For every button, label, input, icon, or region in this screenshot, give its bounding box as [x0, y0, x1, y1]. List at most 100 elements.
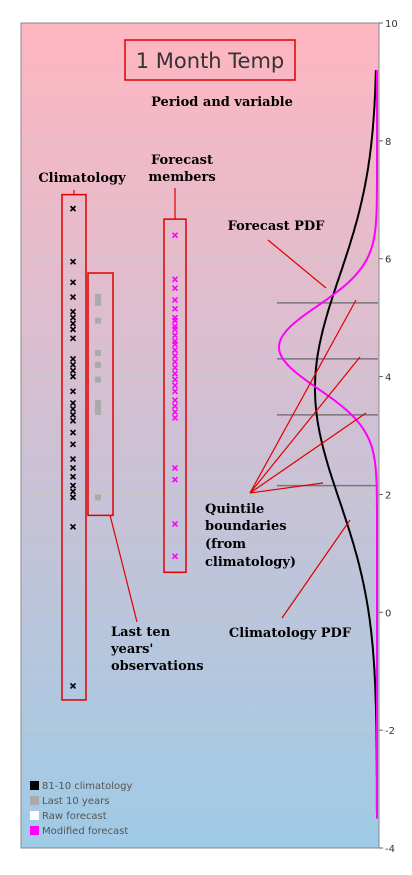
y-axis: -4 -2 0 2 4 6 8 10: [379, 19, 398, 855]
legend-swatch: [30, 811, 39, 820]
legend: 81-10 climatology Last 10 years Raw foreca…: [30, 781, 132, 837]
climatology-point: [69, 429, 77, 436]
point-stroke: [171, 402, 179, 410]
point-stroke: [69, 482, 77, 489]
last-ten-years-point: [95, 317, 101, 324]
climatology-point: [69, 441, 77, 448]
climatology-point: [69, 405, 77, 413]
point-stroke: [171, 476, 179, 483]
forecast-member-point: [171, 553, 179, 560]
forecast-member-point: [171, 317, 179, 324]
y-tick-label: -2: [385, 726, 395, 737]
grid-lines: [21, 140, 379, 731]
forecast-member-point: [171, 305, 179, 312]
climatology-annotation: Climatology: [38, 171, 126, 186]
last-ten-years-point: [95, 350, 101, 356]
climatology-point: [69, 293, 77, 301]
quintile-pointer: [249, 482, 324, 494]
point-stroke: [69, 335, 77, 342]
climatology-point: [69, 308, 77, 315]
climatology-point: [69, 417, 77, 424]
plot-frame: [20, 22, 380, 849]
point-stroke: [171, 232, 179, 239]
climatology-point: [69, 314, 77, 321]
climatology-point: [69, 488, 77, 495]
climatology-point: [69, 388, 77, 395]
point-stroke: [171, 397, 179, 404]
point-stroke: [69, 314, 77, 321]
point-stroke: [69, 682, 77, 690]
point-stroke: [69, 400, 77, 407]
point-stroke: [171, 332, 179, 339]
forecast-pdf-pointer: [267, 239, 327, 289]
climatology-pdf-curve: [314, 70, 378, 819]
y-tick-label: 6: [385, 255, 391, 266]
point-stroke: [171, 414, 179, 421]
y-tick-label: -4: [385, 844, 395, 855]
point-stroke: [69, 388, 77, 395]
climatology-point: [69, 335, 77, 342]
data-points: [69, 205, 179, 690]
point-stroke: [69, 441, 77, 448]
point-stroke: [171, 464, 179, 471]
y-tick-label: 2: [385, 490, 391, 501]
point-stroke: [69, 361, 77, 368]
last-ten-years-point: [95, 299, 101, 306]
last-ten-years-point: [95, 294, 101, 301]
point-stroke: [171, 364, 179, 371]
last-ten-annotation-line1: Last ten: [111, 625, 171, 640]
plot-background: [21, 23, 379, 848]
quintile-pointer: [249, 299, 357, 494]
last-ten-years-point: [95, 361, 101, 368]
point-stroke: [171, 341, 179, 348]
forecast-pdf-annotation: Forecast PDF: [228, 219, 326, 234]
y-tick-label: 10: [385, 19, 398, 30]
point-stroke: [171, 376, 179, 383]
point-stroke: [171, 285, 179, 292]
point-stroke: [171, 317, 179, 324]
legend-entry: Modified forecast: [42, 826, 128, 837]
point-stroke: [69, 293, 77, 301]
forecast-member-point: [171, 370, 179, 377]
last-ten-pointer: [109, 514, 138, 623]
point-stroke: [69, 326, 77, 333]
chart-title: 1 Month Temp: [136, 49, 285, 73]
point-stroke: [69, 429, 77, 436]
quintile-annotation-line1: Quintile: [205, 502, 264, 517]
point-stroke: [69, 523, 77, 530]
climatology-point: [69, 473, 77, 480]
forecast-member-point: [171, 296, 179, 304]
forecast-member-point: [171, 414, 179, 421]
last-ten-years-point: [95, 408, 101, 415]
point-stroke: [69, 320, 77, 327]
quintile-annotation-line4: climatology): [205, 555, 296, 570]
climatology-point: [69, 361, 77, 368]
climatology-point: [69, 326, 77, 333]
forecast-member-point: [171, 382, 179, 389]
climatology-point: [69, 355, 77, 362]
y-tick-label: 8: [385, 137, 391, 148]
point-stroke: [171, 408, 179, 415]
forecast-member-point: [171, 397, 179, 404]
point-stroke: [69, 205, 77, 212]
title-box: [124, 39, 296, 81]
climatology-point: [69, 464, 77, 471]
last-ten-years-point: [95, 400, 101, 407]
climatology-pdf-annotation: Climatology PDF: [229, 626, 352, 641]
point-stroke: [69, 367, 77, 374]
point-stroke: [171, 388, 179, 395]
climatology-point: [69, 494, 77, 501]
quintile-pointer: [249, 356, 361, 494]
forecast-member-point: [171, 388, 179, 395]
forecast-member-point: [171, 326, 179, 333]
pdf-curves: [277, 70, 378, 819]
forecast-member-point: [171, 376, 179, 383]
forecast-member-point: [171, 464, 179, 471]
point-stroke: [171, 276, 179, 283]
last-ten-years-box: [87, 272, 114, 517]
point-stroke: [171, 520, 179, 527]
legend-entry: 81-10 climatology: [42, 781, 132, 792]
point-stroke: [171, 346, 179, 354]
last-ten-annotation-line2: years': [110, 642, 153, 657]
